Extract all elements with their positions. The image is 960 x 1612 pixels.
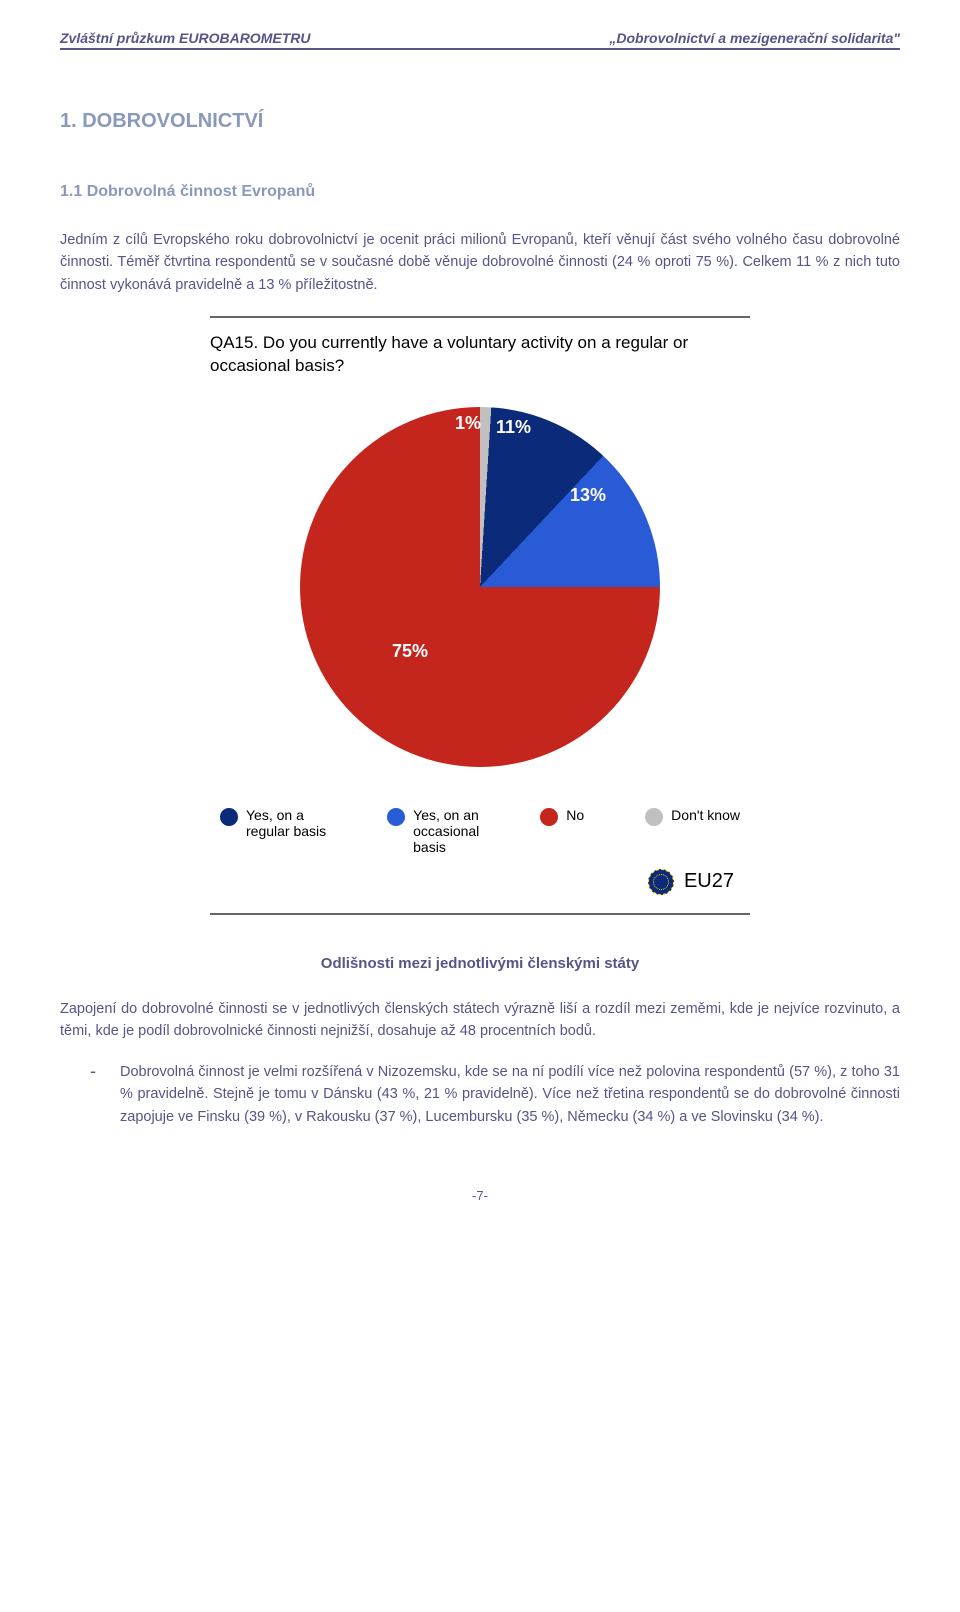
page-header: Zvláštní průzkum EUROBAROMETRU „Dobrovol… xyxy=(60,30,900,50)
legend-item: Don't know xyxy=(645,807,740,826)
pie-chart: 1% 11% 13% 75% xyxy=(300,407,660,767)
bullet-text: Dobrovolná činnost je velmi rozšířená v … xyxy=(120,1061,900,1128)
legend-label: Don't know xyxy=(671,807,740,823)
legend-item: Yes, on aregular basis xyxy=(220,807,326,839)
legend-swatch-icon xyxy=(645,808,663,826)
chart-legend: Yes, on aregular basis Yes, on anoccasion… xyxy=(220,807,740,855)
intro-paragraph: Jedním z cílů Evropského roku dobrovolni… xyxy=(60,229,900,296)
header-right: „Dobrovolnictví a mezigenerační solidari… xyxy=(609,30,900,46)
pie-slice-label: 13% xyxy=(570,485,606,506)
chart-rule-bottom xyxy=(210,913,750,915)
pie-disc xyxy=(300,407,660,767)
legend-label: Yes, on aregular basis xyxy=(246,807,326,839)
pie-slice-label: 11% xyxy=(496,417,531,438)
bullet-dash-icon: - xyxy=(90,1061,96,1128)
pie-slice-label: 75% xyxy=(392,641,428,662)
paragraph-2: Zapojení do dobrovolné činnosti se v jed… xyxy=(60,998,900,1043)
subsection-title: 1.1 Dobrovolná činnost Evropanů xyxy=(60,183,900,201)
chart-container: QA15. Do you currently have a voluntary … xyxy=(210,316,750,914)
legend-label: Yes, on anoccasionalbasis xyxy=(413,807,479,855)
eu-label: EU27 xyxy=(684,870,734,893)
eu-row: EU27 xyxy=(210,869,750,895)
eu-flag-icon xyxy=(648,869,674,895)
legend-item: No xyxy=(540,807,584,826)
page-number: -7- xyxy=(60,1188,900,1203)
chart-rule-top xyxy=(210,316,750,318)
legend-label: No xyxy=(566,807,584,823)
legend-swatch-icon xyxy=(540,808,558,826)
chart-title: QA15. Do you currently have a voluntary … xyxy=(210,332,750,376)
mid-heading: Odlišnosti mezi jednotlivými členskými s… xyxy=(60,955,900,972)
section-title: 1. DOBROVOLNICTVÍ xyxy=(60,110,900,133)
header-left: Zvláštní průzkum EUROBAROMETRU xyxy=(60,30,310,46)
legend-swatch-icon xyxy=(220,808,238,826)
legend-item: Yes, on anoccasionalbasis xyxy=(387,807,479,855)
pie-slice-label: 1% xyxy=(455,413,481,434)
legend-swatch-icon xyxy=(387,808,405,826)
bullet-item: - Dobrovolná činnost je velmi rozšířená … xyxy=(90,1061,900,1128)
